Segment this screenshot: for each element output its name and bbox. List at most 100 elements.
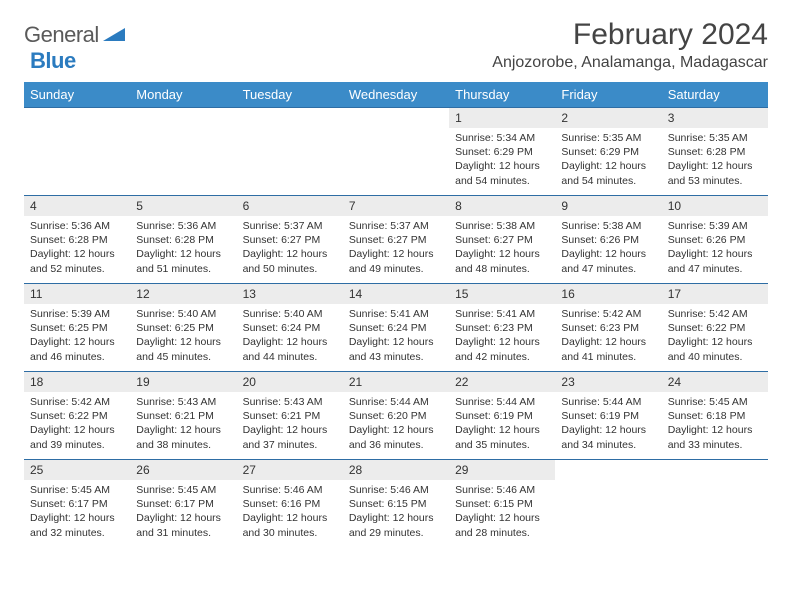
calendar-cell: 24Sunrise: 5:45 AMSunset: 6:18 PMDayligh… [662, 372, 768, 460]
calendar-row: 1Sunrise: 5:34 AMSunset: 6:29 PMDaylight… [24, 108, 768, 196]
calendar-cell: 11Sunrise: 5:39 AMSunset: 6:25 PMDayligh… [24, 284, 130, 372]
day-details: Sunrise: 5:43 AMSunset: 6:21 PMDaylight:… [237, 392, 343, 458]
day-details: Sunrise: 5:44 AMSunset: 6:20 PMDaylight:… [343, 392, 449, 458]
day-details: Sunrise: 5:42 AMSunset: 6:22 PMDaylight:… [662, 304, 768, 370]
day-number: 3 [662, 108, 768, 128]
day-details: Sunrise: 5:37 AMSunset: 6:27 PMDaylight:… [237, 216, 343, 282]
day-details: Sunrise: 5:39 AMSunset: 6:26 PMDaylight:… [662, 216, 768, 282]
day-number: 9 [555, 196, 661, 216]
logo-triangle-icon [103, 25, 125, 46]
day-details: Sunrise: 5:46 AMSunset: 6:15 PMDaylight:… [343, 480, 449, 546]
day-number [130, 108, 236, 128]
day-details: Sunrise: 5:45 AMSunset: 6:17 PMDaylight:… [130, 480, 236, 546]
calendar-cell [130, 108, 236, 196]
calendar-cell: 21Sunrise: 5:44 AMSunset: 6:20 PMDayligh… [343, 372, 449, 460]
day-number: 28 [343, 460, 449, 480]
weekday-header: Tuesday [237, 82, 343, 108]
calendar-cell: 4Sunrise: 5:36 AMSunset: 6:28 PMDaylight… [24, 196, 130, 284]
day-number: 21 [343, 372, 449, 392]
day-details: Sunrise: 5:37 AMSunset: 6:27 PMDaylight:… [343, 216, 449, 282]
logo-text-blue: Blue [30, 48, 76, 73]
day-number: 19 [130, 372, 236, 392]
calendar-cell: 19Sunrise: 5:43 AMSunset: 6:21 PMDayligh… [130, 372, 236, 460]
calendar-body: 1Sunrise: 5:34 AMSunset: 6:29 PMDaylight… [24, 108, 768, 548]
month-title: February 2024 [492, 18, 768, 52]
calendar-cell: 27Sunrise: 5:46 AMSunset: 6:16 PMDayligh… [237, 460, 343, 548]
calendar-cell: 2Sunrise: 5:35 AMSunset: 6:29 PMDaylight… [555, 108, 661, 196]
day-details: Sunrise: 5:43 AMSunset: 6:21 PMDaylight:… [130, 392, 236, 458]
day-number [343, 108, 449, 128]
day-number: 23 [555, 372, 661, 392]
calendar-cell: 3Sunrise: 5:35 AMSunset: 6:28 PMDaylight… [662, 108, 768, 196]
day-number: 5 [130, 196, 236, 216]
logo-text-general: General [24, 22, 99, 48]
day-number [555, 460, 661, 480]
day-details: Sunrise: 5:35 AMSunset: 6:29 PMDaylight:… [555, 128, 661, 194]
calendar-cell: 15Sunrise: 5:41 AMSunset: 6:23 PMDayligh… [449, 284, 555, 372]
day-number: 29 [449, 460, 555, 480]
day-number: 11 [24, 284, 130, 304]
calendar-cell [237, 108, 343, 196]
day-details: Sunrise: 5:38 AMSunset: 6:27 PMDaylight:… [449, 216, 555, 282]
calendar-cell: 25Sunrise: 5:45 AMSunset: 6:17 PMDayligh… [24, 460, 130, 548]
calendar-cell: 1Sunrise: 5:34 AMSunset: 6:29 PMDaylight… [449, 108, 555, 196]
day-number: 25 [24, 460, 130, 480]
calendar-cell [343, 108, 449, 196]
weekday-header: Monday [130, 82, 236, 108]
calendar-cell: 17Sunrise: 5:42 AMSunset: 6:22 PMDayligh… [662, 284, 768, 372]
day-details: Sunrise: 5:42 AMSunset: 6:22 PMDaylight:… [24, 392, 130, 458]
calendar-cell: 14Sunrise: 5:41 AMSunset: 6:24 PMDayligh… [343, 284, 449, 372]
day-details: Sunrise: 5:41 AMSunset: 6:23 PMDaylight:… [449, 304, 555, 370]
weekday-header-row: Sunday Monday Tuesday Wednesday Thursday… [24, 82, 768, 108]
weekday-header: Friday [555, 82, 661, 108]
calendar-cell: 7Sunrise: 5:37 AMSunset: 6:27 PMDaylight… [343, 196, 449, 284]
day-details: Sunrise: 5:36 AMSunset: 6:28 PMDaylight:… [24, 216, 130, 282]
day-number: 18 [24, 372, 130, 392]
weekday-header: Sunday [24, 82, 130, 108]
day-number: 20 [237, 372, 343, 392]
day-details: Sunrise: 5:40 AMSunset: 6:25 PMDaylight:… [130, 304, 236, 370]
day-number [24, 108, 130, 128]
weekday-header: Saturday [662, 82, 768, 108]
calendar-row: 25Sunrise: 5:45 AMSunset: 6:17 PMDayligh… [24, 460, 768, 548]
day-number: 16 [555, 284, 661, 304]
calendar-cell: 29Sunrise: 5:46 AMSunset: 6:15 PMDayligh… [449, 460, 555, 548]
day-number: 7 [343, 196, 449, 216]
calendar-table: Sunday Monday Tuesday Wednesday Thursday… [24, 82, 768, 548]
day-number: 10 [662, 196, 768, 216]
day-details: Sunrise: 5:39 AMSunset: 6:25 PMDaylight:… [24, 304, 130, 370]
calendar-cell: 5Sunrise: 5:36 AMSunset: 6:28 PMDaylight… [130, 196, 236, 284]
day-number: 17 [662, 284, 768, 304]
day-details: Sunrise: 5:36 AMSunset: 6:28 PMDaylight:… [130, 216, 236, 282]
calendar-cell: 26Sunrise: 5:45 AMSunset: 6:17 PMDayligh… [130, 460, 236, 548]
day-number: 2 [555, 108, 661, 128]
calendar-cell: 8Sunrise: 5:38 AMSunset: 6:27 PMDaylight… [449, 196, 555, 284]
day-details: Sunrise: 5:40 AMSunset: 6:24 PMDaylight:… [237, 304, 343, 370]
calendar-cell: 9Sunrise: 5:38 AMSunset: 6:26 PMDaylight… [555, 196, 661, 284]
day-details: Sunrise: 5:35 AMSunset: 6:28 PMDaylight:… [662, 128, 768, 194]
calendar-cell: 22Sunrise: 5:44 AMSunset: 6:19 PMDayligh… [449, 372, 555, 460]
day-details: Sunrise: 5:44 AMSunset: 6:19 PMDaylight:… [449, 392, 555, 458]
calendar-cell: 18Sunrise: 5:42 AMSunset: 6:22 PMDayligh… [24, 372, 130, 460]
day-details: Sunrise: 5:46 AMSunset: 6:15 PMDaylight:… [449, 480, 555, 546]
day-number [662, 460, 768, 480]
calendar-cell: 28Sunrise: 5:46 AMSunset: 6:15 PMDayligh… [343, 460, 449, 548]
day-details: Sunrise: 5:45 AMSunset: 6:17 PMDaylight:… [24, 480, 130, 546]
day-number: 8 [449, 196, 555, 216]
calendar-cell: 6Sunrise: 5:37 AMSunset: 6:27 PMDaylight… [237, 196, 343, 284]
day-details: Sunrise: 5:45 AMSunset: 6:18 PMDaylight:… [662, 392, 768, 458]
day-number: 13 [237, 284, 343, 304]
calendar-cell: 10Sunrise: 5:39 AMSunset: 6:26 PMDayligh… [662, 196, 768, 284]
day-details: Sunrise: 5:44 AMSunset: 6:19 PMDaylight:… [555, 392, 661, 458]
calendar-cell [24, 108, 130, 196]
day-number: 12 [130, 284, 236, 304]
day-details: Sunrise: 5:34 AMSunset: 6:29 PMDaylight:… [449, 128, 555, 194]
day-number [237, 108, 343, 128]
calendar-cell [662, 460, 768, 548]
calendar-row: 18Sunrise: 5:42 AMSunset: 6:22 PMDayligh… [24, 372, 768, 460]
logo: General [24, 22, 127, 48]
day-number: 27 [237, 460, 343, 480]
calendar-cell: 16Sunrise: 5:42 AMSunset: 6:23 PMDayligh… [555, 284, 661, 372]
calendar-cell: 12Sunrise: 5:40 AMSunset: 6:25 PMDayligh… [130, 284, 236, 372]
day-number: 26 [130, 460, 236, 480]
